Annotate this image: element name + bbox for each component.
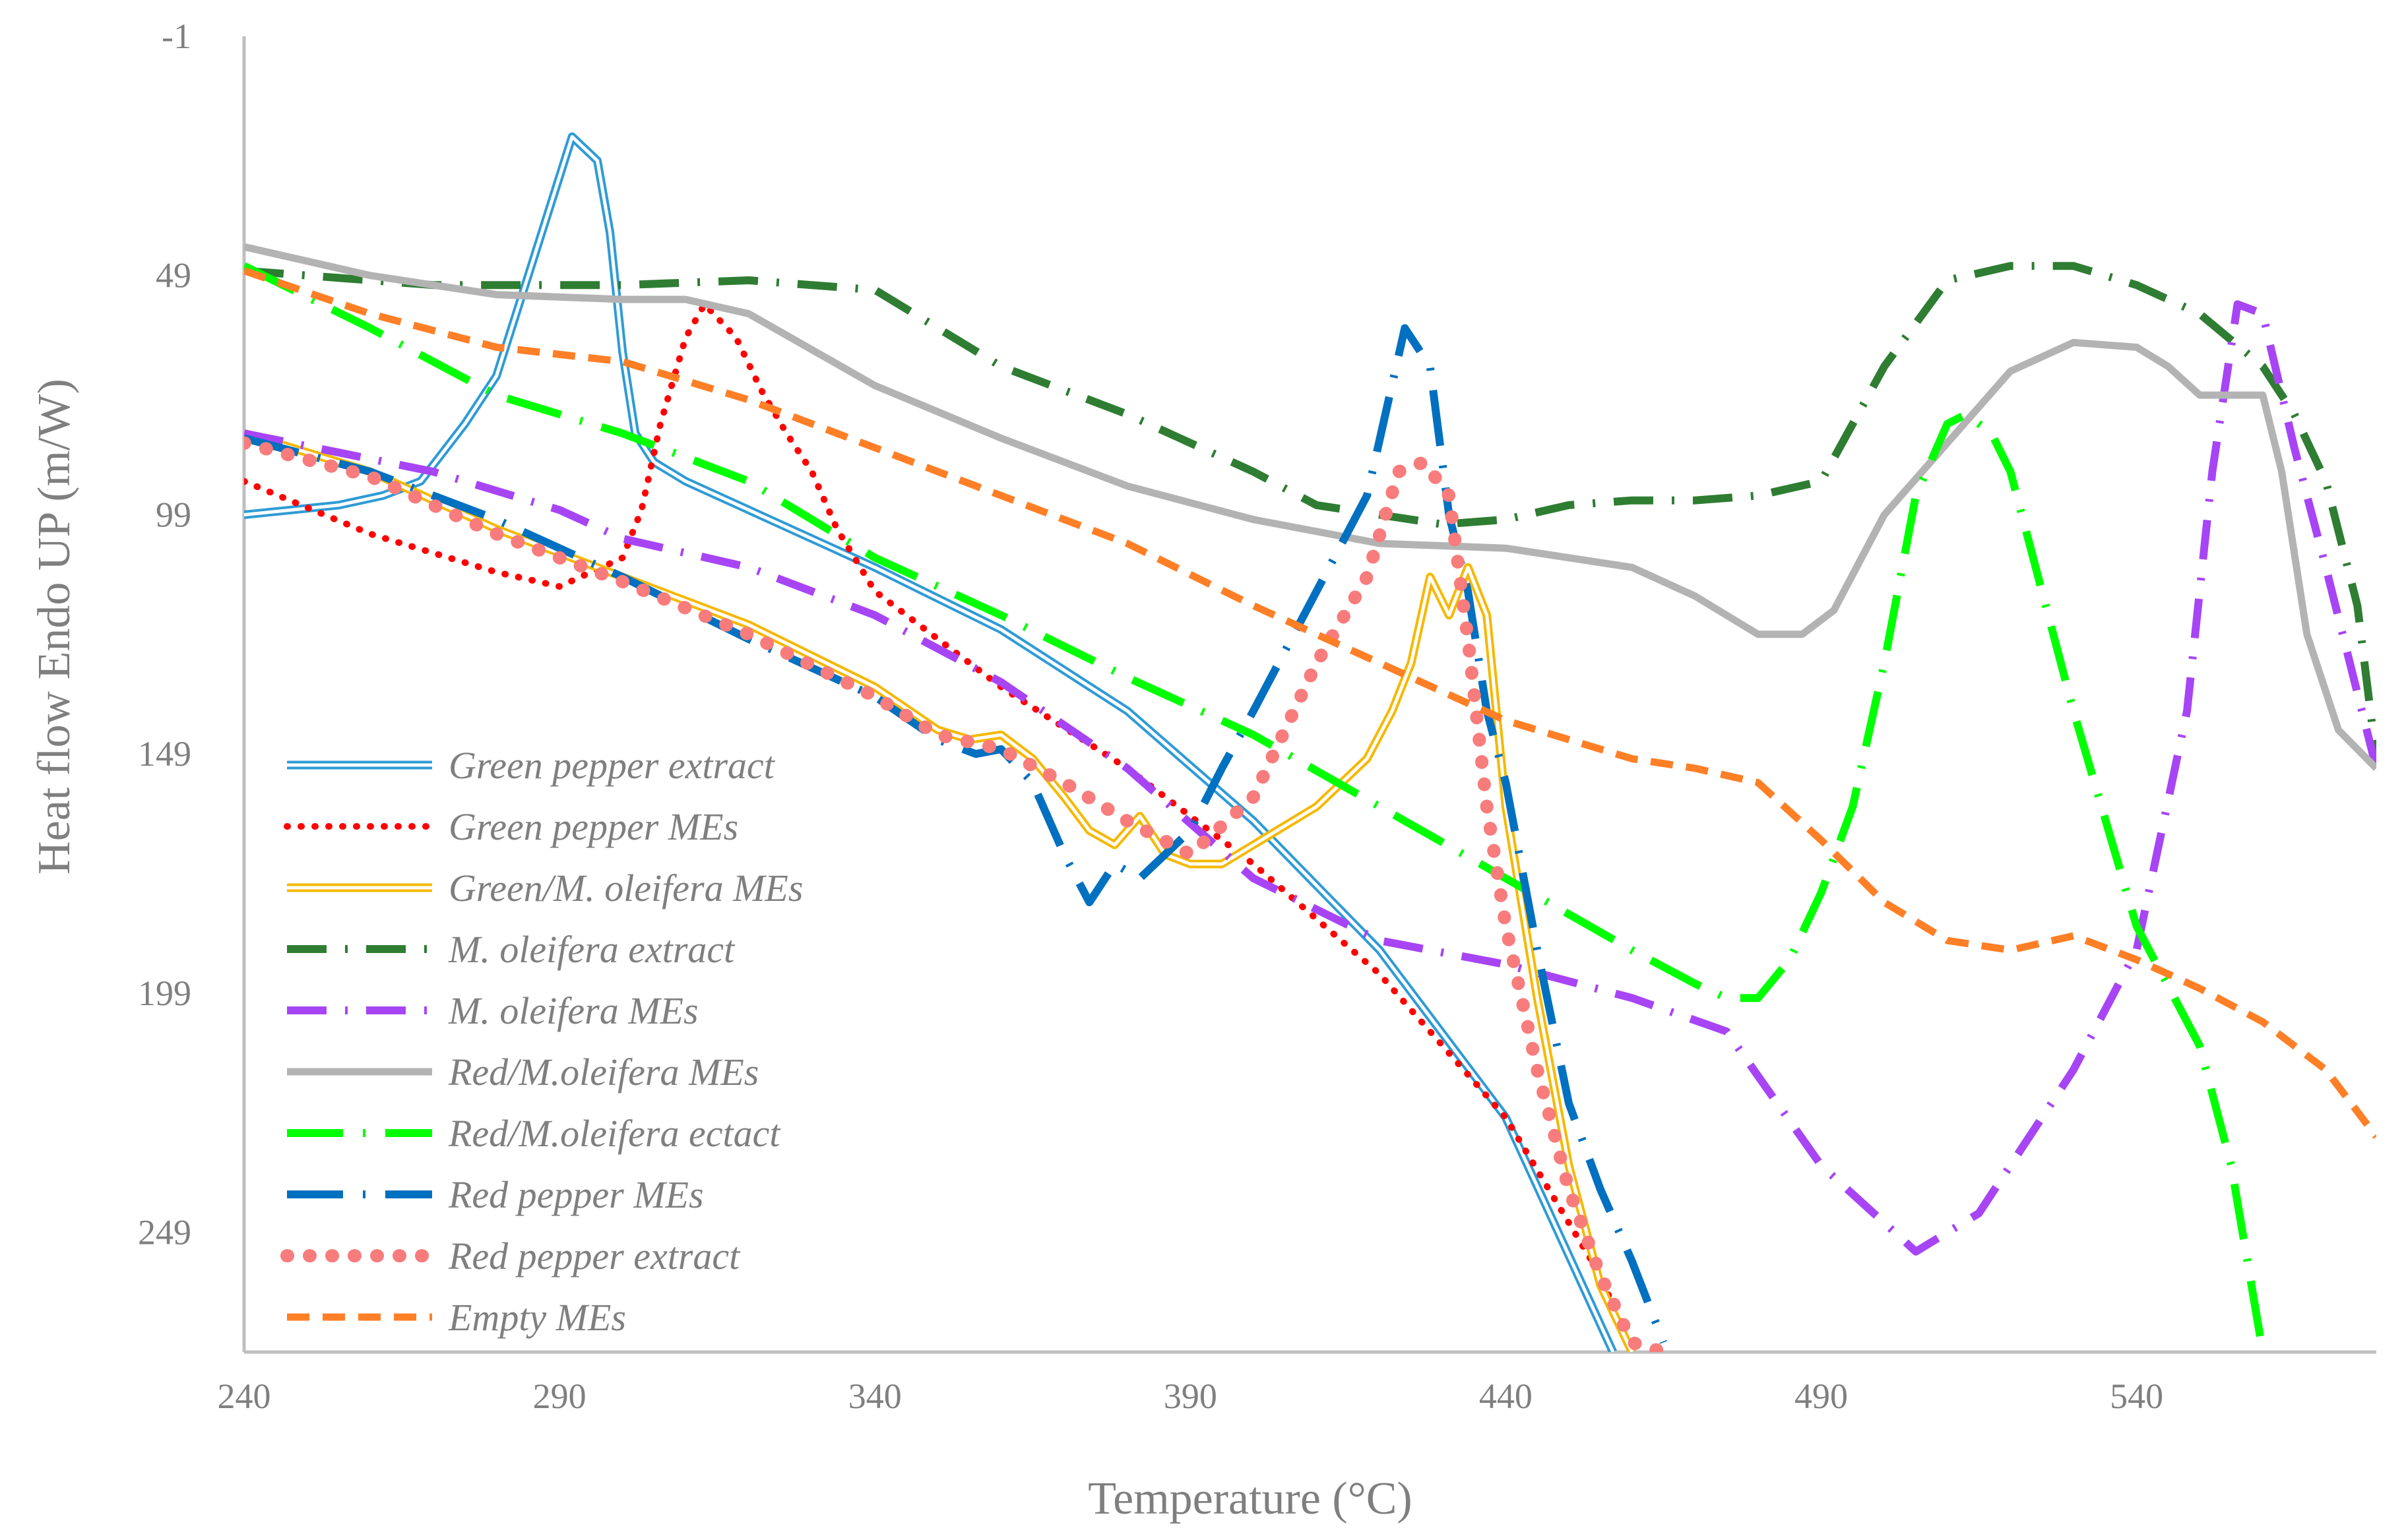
legend-label: Red pepper extract bbox=[448, 1235, 741, 1278]
x-tick-label: 290 bbox=[533, 1376, 586, 1416]
legend-green-pepper-extract: Green pepper extract bbox=[287, 744, 776, 787]
legend-label: Green pepper MEs bbox=[449, 805, 738, 848]
y-tick-label: 249 bbox=[138, 1213, 191, 1252]
legend-red-m-oleifera-mes: Red/M.oleifera MEs bbox=[287, 1051, 759, 1093]
y-tick-label: -1 bbox=[162, 16, 191, 56]
series-empty-mes bbox=[244, 267, 2376, 1139]
legend-label: Green pepper extract bbox=[449, 744, 776, 787]
series-empty-mes-line bbox=[244, 267, 2376, 1139]
x-tick-label: 540 bbox=[2110, 1376, 2163, 1416]
legend-m-oleifera-mes: M. oleifera MEs bbox=[287, 989, 699, 1032]
series-green-pepper-extract-line-inner bbox=[244, 135, 1615, 1352]
x-axis-title: Temperature (°C) bbox=[1088, 1473, 1412, 1524]
series-green-pepper-extract bbox=[244, 132, 1617, 1352]
legend-label: M. oleifera extract bbox=[448, 928, 736, 971]
x-tick-label: 440 bbox=[1479, 1376, 1533, 1416]
x-tick-label: 390 bbox=[1164, 1376, 1217, 1416]
legend-label: Red/M.oleifera MEs bbox=[448, 1051, 759, 1093]
series-m-oleifera-extract-line bbox=[244, 262, 2376, 760]
x-tick-label: 490 bbox=[1794, 1376, 1848, 1416]
series-m-oleifera-extract bbox=[244, 262, 2376, 760]
y-tick-label: 99 bbox=[156, 495, 191, 534]
legend: Green pepper extract Green pepper MEs Gree… bbox=[280, 744, 803, 1339]
x-tick-label: 240 bbox=[218, 1376, 271, 1416]
legend-label: Red/M.oleifera ectact bbox=[448, 1112, 781, 1155]
legend-empty-mes: Empty MEs bbox=[287, 1296, 626, 1339]
series-red-m-oleifera-ectact bbox=[244, 262, 2267, 1352]
y-tick-label: 49 bbox=[156, 256, 191, 295]
legend-label: Green/M. oleifera MEs bbox=[449, 867, 803, 909]
legend-red-m-oleifera-ectact: Red/M.oleifera ectact bbox=[287, 1112, 781, 1155]
series-red-m-oleifera-mes-line bbox=[244, 243, 2376, 771]
series-red-pepper-extract-line bbox=[244, 436, 1670, 1352]
series-red-m-oleifera-mes bbox=[244, 243, 2376, 771]
series-m-oleifera-mes-line bbox=[244, 300, 2376, 1256]
x-tick-labels: 240 290 340 390 440 490 540 bbox=[218, 1376, 2164, 1416]
y-tick-label: 199 bbox=[138, 973, 191, 1013]
series-m-oleifera-mes bbox=[244, 300, 2376, 1256]
series-green-m-oleifera-mes-line-inner bbox=[244, 431, 1633, 1352]
legend-red-pepper-mes: Red pepper MEs bbox=[287, 1173, 704, 1216]
legend-label: Empty MEs bbox=[448, 1296, 626, 1339]
y-tick-labels: -1 49 99 149 199 249 bbox=[138, 16, 191, 1252]
y-tick-label: 149 bbox=[138, 734, 191, 774]
legend-label: Red pepper MEs bbox=[448, 1173, 704, 1216]
legend-red-pepper-extract: Red pepper extract bbox=[280, 1235, 741, 1278]
series-green-m-oleifera-mes bbox=[244, 429, 1636, 1352]
series-red-m-oleifera-ectact-line bbox=[244, 262, 2267, 1352]
y-axis-title: Heat flow Endo UP (m/W) bbox=[29, 379, 80, 875]
x-tick-label: 340 bbox=[848, 1376, 902, 1416]
legend-label: M. oleifera MEs bbox=[448, 989, 699, 1032]
legend-m-oleifera-extract: M. oleifera extract bbox=[287, 928, 736, 971]
series-layer bbox=[244, 132, 2376, 1352]
legend-green-m-oleifera-mes: Green/M. oleifera MEs bbox=[287, 867, 803, 909]
series-red-pepper-extract bbox=[244, 436, 1670, 1352]
series-red-pepper-mes bbox=[244, 324, 1668, 1344]
series-red-pepper-mes-line bbox=[244, 324, 1668, 1344]
legend-green-pepper-mes: Green pepper MEs bbox=[284, 805, 738, 848]
